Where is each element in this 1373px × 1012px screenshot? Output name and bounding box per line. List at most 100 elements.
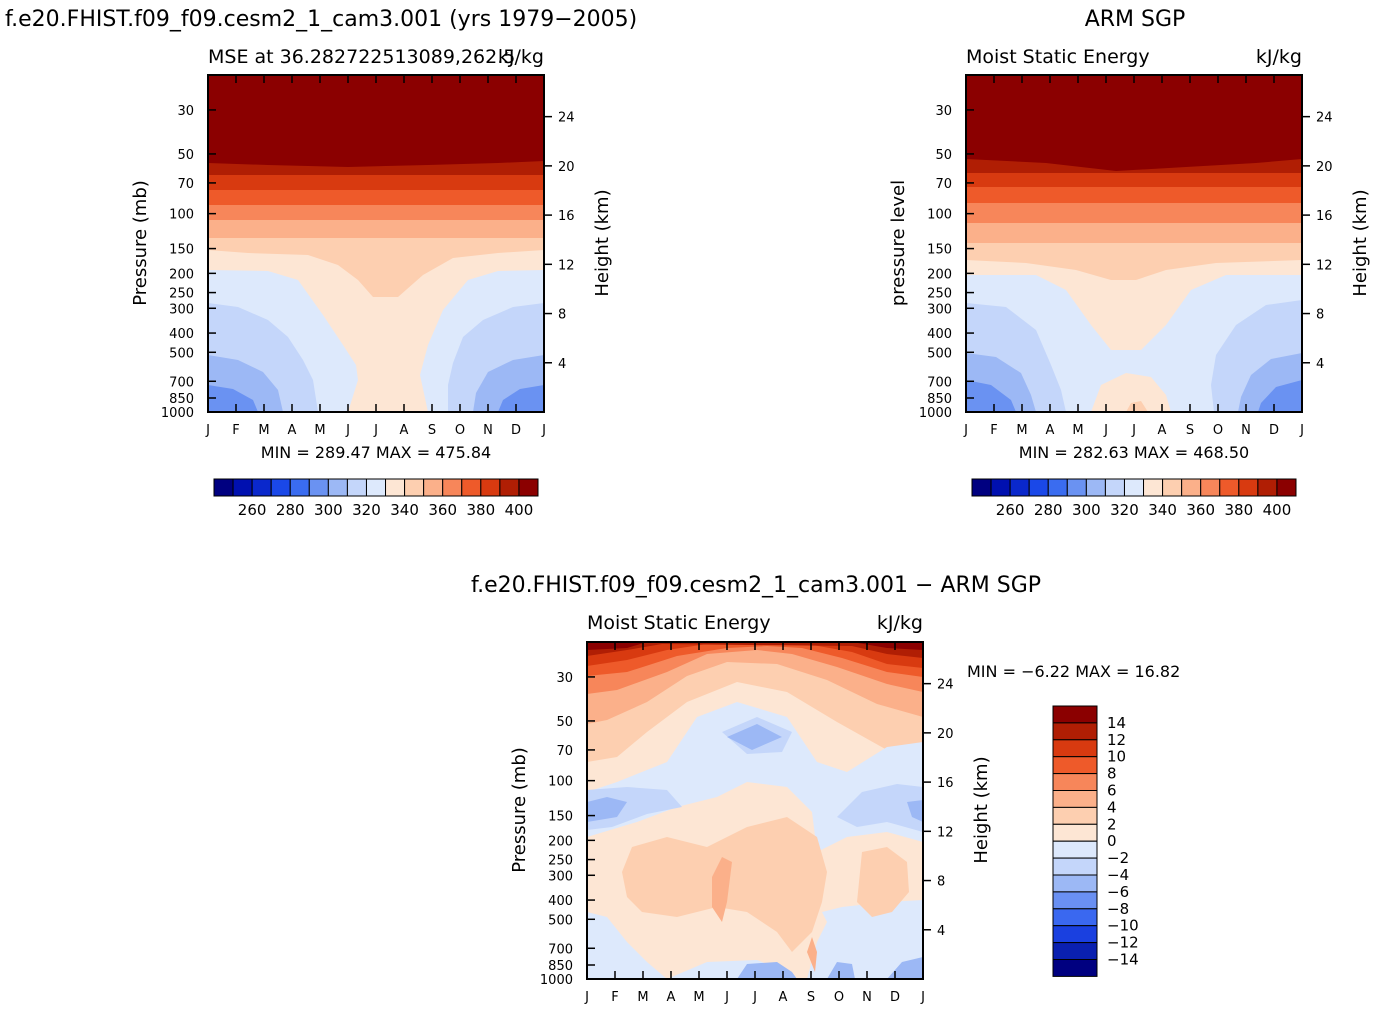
colorbar-label: 6 [1107,782,1117,800]
colorbar-swatch [385,478,406,497]
colorbar-label: 360 [1186,501,1215,519]
pressure-tick-label: 1000 [919,406,952,421]
colorbar-swatch [308,478,329,497]
panel-model-contours [208,75,544,412]
panel-diff-height-axis: 4 8 12 16 20 24 [923,678,954,939]
contour-330-low [1091,373,1171,412]
height-tick-label: 8 [1316,308,1324,323]
pressure-tick-label: 200 [169,267,194,282]
colorbar-swatch [289,478,310,497]
panel-diff-contours [587,642,923,979]
pressure-tick-label: 850 [548,959,573,974]
panel-obs-stats: MIN = 282.63 MAX = 468.50 [1019,443,1249,462]
height-tick-label: 8 [937,875,945,890]
month-tick-label: N [1241,423,1251,438]
diff-minus-4 [587,724,923,822]
colorbar-label: 320 [1110,501,1139,519]
colorbar-label: 2 [1107,815,1117,833]
colorbar-label: −4 [1107,866,1129,884]
colorbar-swatch [1052,705,1098,724]
height-tick-label: 4 [937,924,945,939]
month-tick-label: J [1131,423,1136,438]
month-tick-label: D [511,423,521,438]
pressure-tick-label: 70 [935,177,952,192]
colorbar-swatch [251,478,272,497]
pressure-tick-label: 50 [556,715,573,730]
panel-model-stats: MIN = 289.47 MAX = 475.84 [261,443,491,462]
colorbar-label: 12 [1107,731,1126,749]
contour-290b [498,385,544,412]
month-tick-label: A [1046,423,1055,438]
month-tick-label: O [455,423,465,438]
colorbar-label: −14 [1107,951,1139,969]
colorbar-swatch [990,478,1011,497]
colorbar-swatch [1052,908,1098,927]
panel-model-height-axis: 4 8 12 16 20 24 [544,111,575,372]
colorbar-swatch [1257,478,1278,497]
pressure-tick-label: 250 [169,287,194,302]
height-tick-label: 20 [937,727,954,742]
colorbar-label: 380 [467,501,496,519]
panel-obs-right-title: kJ/kg [1256,46,1302,68]
panel-model-right-title: kJ/kg [498,46,544,68]
colorbar-label: 280 [276,501,305,519]
panel-obs-height-axis: 4 8 12 16 20 24 [1302,111,1333,372]
colorbar-swatch [1085,478,1106,497]
contour-290b [1258,380,1302,412]
month-tick-label: M [1016,423,1027,438]
colorbar-label: 400 [1263,501,1292,519]
colorbar-label: 0 [1107,832,1117,850]
colorbar-swatch [1052,739,1098,758]
colorbar-label: 260 [996,501,1025,519]
panel-diff-ylabel: Pressure (mb) [509,747,530,873]
colorbar-swatch [518,478,539,497]
colorbar-swatch [1052,773,1098,791]
panel-obs: Moist Static Energy kJ/kg 30 50 70 100 150 20… [888,46,1371,519]
panel-model: MSE at 36.282722513089,262.5 kJ/kg 30 50 7… [130,46,613,519]
month-tick-label: J [345,423,350,438]
contour-340-low [1126,401,1148,412]
diff-title: f.e20.FHIST.f09_f09.cesm2_1_cam3.001 − A… [471,573,1041,598]
colorbar-label: −10 [1107,917,1139,935]
month-tick-label: O [1213,423,1223,438]
colorbar-swatch [213,478,234,497]
colorbar-swatch [270,478,291,497]
pressure-tick-label: 30 [177,104,194,119]
colorbar-swatch [1052,790,1098,808]
pressure-tick-label: 850 [169,392,194,407]
pressure-tick-label: 70 [556,744,573,759]
colorbar-swatch [1047,478,1068,497]
diff-low-cool [587,900,923,979]
colorbar-label: 300 [314,501,343,519]
colorbar-label: 340 [390,501,419,519]
colorbar-label: 8 [1107,765,1117,783]
height-tick-label: 16 [937,776,954,791]
height-tick-label: 24 [1316,111,1333,126]
colorbar-swatch [1052,857,1098,876]
month-tick-label: J [541,423,546,438]
month-tick-label: O [834,990,844,1005]
pressure-tick-label: 1000 [161,406,194,421]
panel-model-left-title: MSE at 36.282722513089,262.5 [208,46,515,68]
pressure-tick-label: 150 [169,243,194,258]
obs-title: ARM SGP [1085,7,1186,32]
month-tick-label: J [752,990,757,1005]
contour-290 [966,380,1016,412]
colorbar-swatch [461,478,482,497]
colorbar-label: −8 [1107,900,1129,918]
colorbar-label: −12 [1107,934,1139,952]
height-tick-label: 12 [558,258,575,273]
diff-minus-2 [587,717,923,832]
pressure-tick-label: 1000 [540,973,573,988]
colorbar-label: 380 [1225,501,1254,519]
colorbar-swatch [1009,478,1030,497]
panel-obs-y2label: Height (km) [1350,189,1371,296]
height-tick-label: 12 [937,825,954,840]
month-tick-label: A [779,990,788,1005]
panel-obs-colorbar: 260 280 300 320 340 360 380 400 [971,478,1297,519]
